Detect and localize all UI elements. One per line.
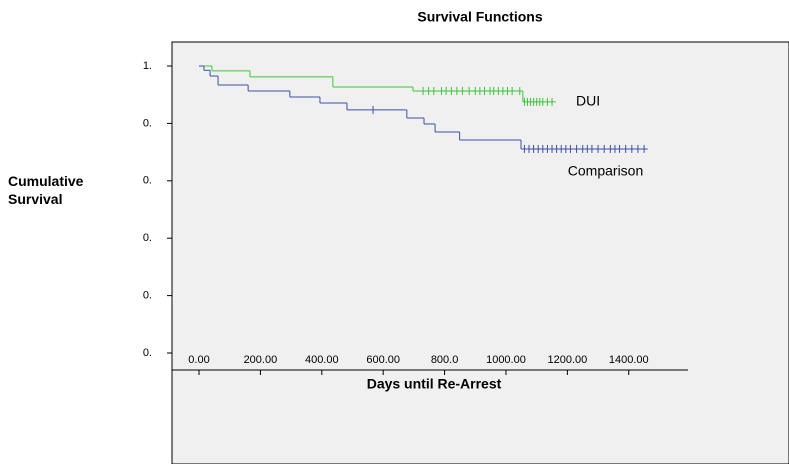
plot-area bbox=[171, 41, 789, 464]
x-tick-label: 400.00 bbox=[305, 354, 339, 366]
x-tick-label: 1200.00 bbox=[547, 354, 587, 366]
chart-title: Survival Functions bbox=[417, 9, 542, 25]
y-tick-label: 0. bbox=[143, 347, 152, 359]
series-label: DUI bbox=[576, 93, 600, 109]
y-tick-label: 1. bbox=[143, 60, 152, 72]
x-axis-label: Days until Re-Arrest bbox=[367, 376, 502, 392]
y-axis-label-box: Cumulative Survival bbox=[8, 173, 84, 207]
x-tick-label: 800.0 bbox=[431, 354, 459, 366]
x-tick-label: 200.00 bbox=[244, 354, 278, 366]
y-tick-label: 0. bbox=[143, 232, 152, 244]
series-label: Comparison bbox=[568, 163, 643, 179]
x-tick-label: 1400.00 bbox=[609, 354, 649, 366]
y-tick-label: 0. bbox=[143, 290, 152, 302]
x-tick-label: 600.00 bbox=[366, 354, 400, 366]
y-tick-label: 0. bbox=[143, 117, 152, 129]
x-tick-label: 1000.00 bbox=[486, 354, 526, 366]
y-axis-label: Cumulative Survival bbox=[8, 173, 84, 207]
y-tick-label: 0. bbox=[143, 175, 152, 187]
x-tick-label: 0.00 bbox=[188, 354, 209, 366]
